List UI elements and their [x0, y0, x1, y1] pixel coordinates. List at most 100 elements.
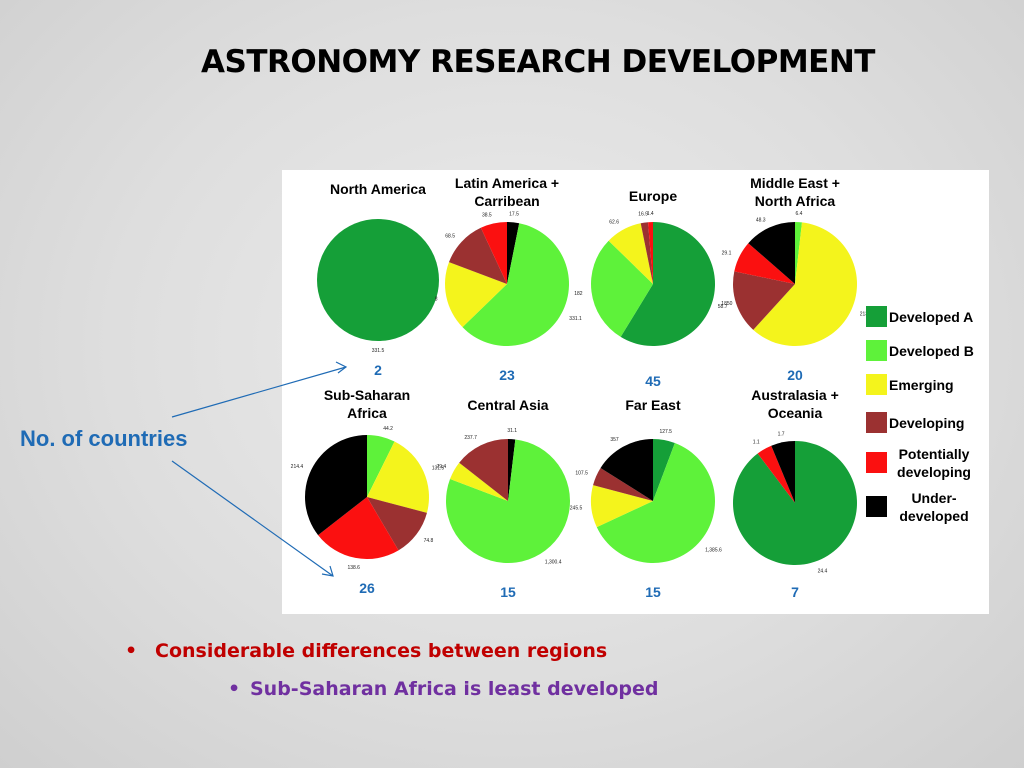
- slice-central-asia-emerging: [450, 462, 508, 501]
- slice-label-far-east-under-developed: 357: [610, 437, 619, 443]
- pie-middle-east-north-africa: Middle East +North Africa6.4213.458.729.…: [718, 175, 873, 383]
- legend-swatch-developed-a: [866, 306, 887, 327]
- pie-title-middle-east-north-africa: Middle East +: [750, 175, 840, 191]
- country-count-latin-america-carribean: 23: [499, 367, 515, 383]
- legend-label-potentially-developing: developing: [897, 464, 971, 480]
- legend-swatch-emerging: [866, 374, 887, 395]
- slice-latin-america-carribean-developed-b: [462, 223, 570, 347]
- legend-label-developing: Developing: [889, 415, 964, 431]
- legend-swatch-developing: [866, 412, 887, 433]
- slice-label-sub-saharan-africa-developing: 74.8: [424, 538, 434, 544]
- slice-europe-developed-a: [620, 222, 716, 346]
- slice-sub-saharan-africa-developed-b: [367, 435, 395, 497]
- slice-europe-emerging: [608, 223, 653, 284]
- country-count-north-america: 2: [374, 362, 382, 378]
- pie-title-australasia-oceania: Oceania: [768, 405, 823, 421]
- pie-title-sub-saharan-africa: Sub-Saharan: [324, 387, 410, 403]
- slice-label-middle-east-north-africa-potentially-developing: 29.1: [722, 250, 732, 256]
- bullet-sub-saharan: • Sub-Saharan Africa is least developed: [228, 678, 659, 700]
- slice-label-europe-developed-a: 1850: [721, 301, 732, 307]
- slice-central-asia-under-developed: [508, 439, 516, 501]
- slice-label-far-east-developing: 107.5: [575, 471, 588, 477]
- slice-label-australasia-oceania-developed-a: 24.4: [818, 568, 828, 574]
- bullet-differences: • Considerable differences between region…: [125, 640, 607, 662]
- slice-label-sub-saharan-africa-potentially-developing: 138.6: [347, 565, 360, 571]
- slice-europe-developing: [640, 222, 653, 284]
- slice-label-central-asia-emerging: 79.4: [436, 464, 446, 470]
- slice-label-middle-east-north-africa-developing: 58.7: [718, 304, 728, 310]
- legend-swatch-potentially-developing: [866, 452, 887, 473]
- slide-title: ASTRONOMY RESEARCH DEVELOPMENT: [201, 44, 875, 80]
- pie-title-europe: Europe: [629, 188, 677, 204]
- slice-central-asia-developing: [459, 439, 508, 501]
- slice-middle-east-north-africa-developing: [733, 271, 795, 330]
- slice-latin-america-carribean-developing: [448, 227, 507, 284]
- slice-far-east-emerging: [590, 485, 653, 528]
- slice-australasia-oceania-developed-a: [732, 441, 857, 565]
- slice-label-australasia-oceania-under-developed: 1.7: [778, 431, 785, 437]
- slice-label-latin-america-carribean-developing: 68.5: [445, 234, 455, 240]
- slice-label-australasia-oceania-potentially-developing: 1.1: [753, 439, 760, 445]
- slice-europe-potentially-developing: [648, 222, 653, 284]
- bullet-symbol: •: [228, 678, 241, 700]
- slice-label-latin-america-carribean-under-developed: 17.5: [509, 211, 519, 217]
- legend-label-developed-b: Developed B: [889, 343, 974, 359]
- slice-australasia-oceania-potentially-developing: [757, 445, 795, 503]
- chart-legend: Developed A Developed B Emerging Developing…: [866, 306, 974, 524]
- legend-label-potentially-developing: Potentially: [899, 446, 970, 462]
- slice-sub-saharan-africa-developing: [367, 497, 427, 551]
- slice-label-far-east-emerging: 245.5: [570, 505, 583, 511]
- slice-label-far-east-developed-b: 1,385.6: [705, 547, 722, 553]
- legend-label-emerging: Emerging: [889, 377, 954, 393]
- legend-swatch-under-developed: [866, 496, 887, 517]
- pie-title-latin-america-carribean: Latin America +: [455, 175, 559, 191]
- slice-sub-saharan-africa-emerging: [367, 441, 429, 513]
- slice-sub-saharan-africa-potentially-developing: [318, 497, 399, 559]
- slice-australasia-oceania-under-developed: [771, 440, 795, 503]
- slice-central-asia-developed-b: [446, 439, 571, 564]
- pie-title-middle-east-north-africa: North Africa: [755, 193, 836, 209]
- slice-label-central-asia-developed-b: 1,300.4: [545, 560, 562, 566]
- slice-label-sub-saharan-africa-developed-b: 44.2: [383, 426, 393, 432]
- country-count-far-east: 15: [645, 584, 661, 600]
- country-count-australasia-oceania: 7: [791, 584, 799, 600]
- legend-label-under-developed: developed: [899, 508, 968, 524]
- pie-title-north-america: North America: [330, 181, 426, 197]
- slice-label-sub-saharan-africa-emerging: 131.5: [432, 466, 445, 472]
- slice-label-middle-east-north-africa-developed-b: 6.4: [796, 211, 803, 217]
- slice-far-east-developing: [593, 467, 653, 501]
- legend-swatch-developed-b: [866, 340, 887, 361]
- slice-label-latin-america-carribean-developed-b: 331.1: [569, 316, 582, 322]
- legend-label-developed-a: Developed A: [889, 309, 973, 325]
- pie-australasia-oceania: Australasia + Oceania 24.4 1.1 1.7 7: [732, 387, 857, 600]
- bullet-text: Considerable differences between regions: [155, 640, 608, 662]
- legend-label-under-developed: Under-: [911, 490, 956, 506]
- slice-label-europe-developed-b: 182: [574, 291, 583, 297]
- slice-label-sub-saharan-africa-under-developed: 214.4: [291, 464, 304, 470]
- pie-sub-saharan-africa: Sub-Saharan Africa 44.2 131.5 74.8 138.6 214.4…: [291, 387, 445, 596]
- pie-far-east: Far East 127.5 1,385.6 245.5 107.5 357 15: [570, 397, 722, 600]
- slice-label-middle-east-north-africa-under-developed: 48.3: [756, 217, 766, 223]
- pie-title-latin-america-carribean: Carribean: [474, 193, 539, 209]
- pie-title-australasia-oceania: Australasia +: [751, 387, 839, 403]
- slice-europe-developed-b: [591, 240, 653, 337]
- slice-middle-east-north-africa-potentially-developing: [734, 243, 795, 284]
- slice-far-east-developed-a: [653, 439, 675, 501]
- slice-label-north-america-developed-a: 331.5: [372, 348, 385, 354]
- country-count-central-asia: 15: [500, 584, 516, 600]
- slice-middle-east-north-africa-emerging: [753, 222, 858, 347]
- slice-label-europe-potentially-developing: 1.4: [647, 211, 654, 217]
- slice-label-europe-developing: 16.9: [638, 212, 648, 218]
- pie-title-far-east: Far East: [625, 397, 681, 413]
- slice-label-central-asia-under-developed: 31.1: [507, 428, 517, 434]
- country-count-middle-east-north-africa: 20: [787, 367, 803, 383]
- pie-north-america: North America 331.5 2: [317, 181, 439, 378]
- pie-latin-america-carribean: Latin America + Carribean 17.5 331.1 8 68.5 38…: [435, 175, 582, 383]
- slice-latin-america-carribean-emerging: [445, 262, 507, 328]
- pie-title-central-asia: Central Asia: [467, 397, 548, 413]
- country-count-europe: 45: [645, 373, 661, 389]
- slice-far-east-under-developed: [600, 439, 653, 501]
- slice-label-latin-america-carribean-emerging: 8: [435, 296, 438, 302]
- slice-middle-east-north-africa-developed-b: [795, 222, 802, 284]
- pie-europe: Europe 1850 182 62.6 16.91.4 45: [574, 188, 732, 389]
